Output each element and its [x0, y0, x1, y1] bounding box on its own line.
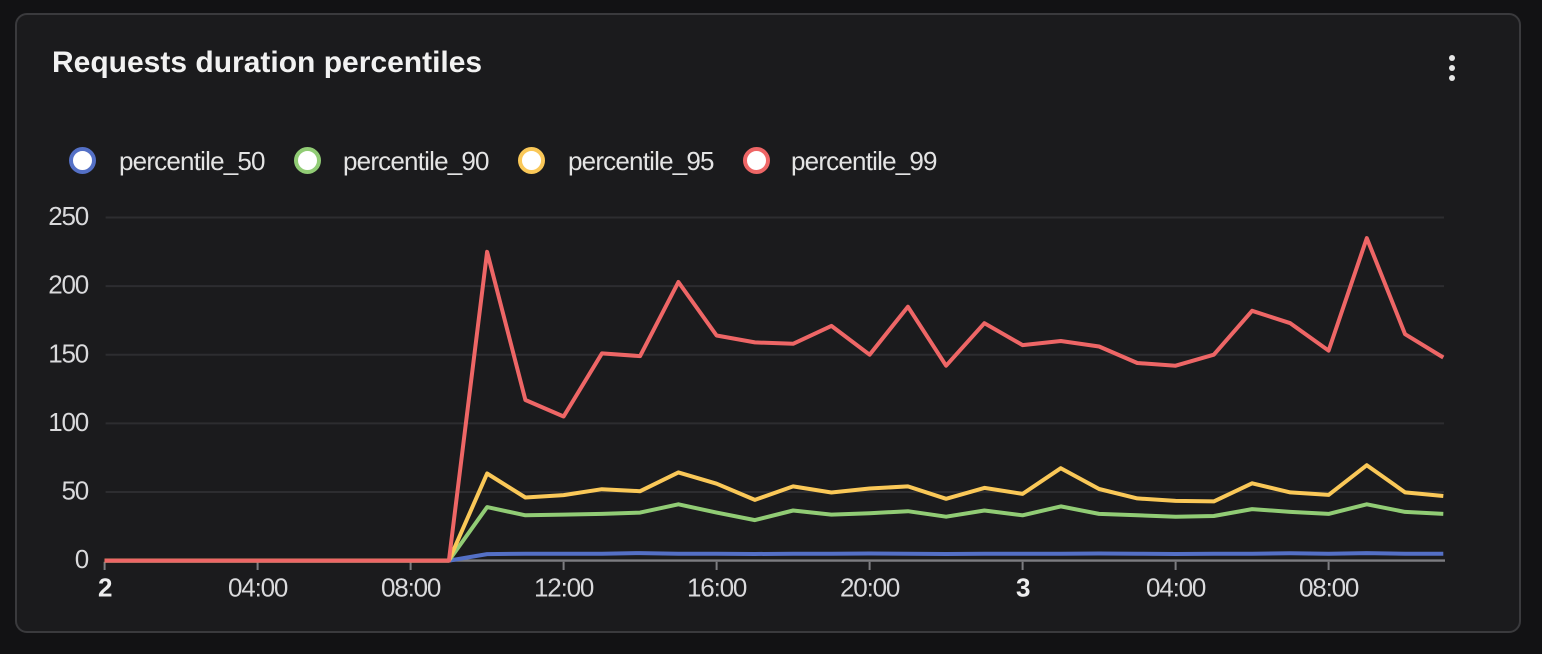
- svg-text:08:00: 08:00: [1299, 573, 1359, 603]
- svg-text:20:00: 20:00: [840, 573, 900, 603]
- svg-text:04:00: 04:00: [228, 573, 288, 603]
- svg-text:100: 100: [48, 407, 89, 437]
- svg-text:200: 200: [48, 270, 89, 300]
- svg-text:3: 3: [1016, 573, 1030, 603]
- svg-text:0: 0: [75, 544, 89, 574]
- svg-text:16:00: 16:00: [687, 573, 747, 603]
- svg-text:250: 250: [48, 201, 89, 231]
- svg-text:08:00: 08:00: [381, 573, 441, 603]
- svg-text:2: 2: [98, 573, 112, 603]
- svg-text:150: 150: [48, 338, 89, 368]
- svg-text:50: 50: [61, 476, 88, 506]
- svg-text:04:00: 04:00: [1146, 573, 1206, 603]
- svg-text:12:00: 12:00: [534, 573, 594, 603]
